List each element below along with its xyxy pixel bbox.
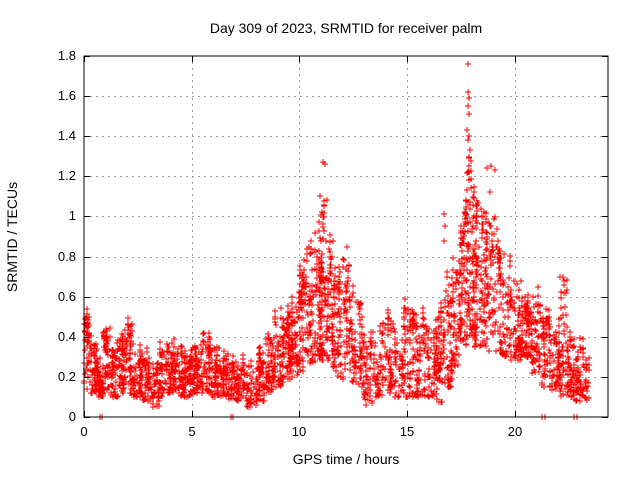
y-tick-label: 1.2: [58, 168, 76, 183]
y-tick-label: 1.6: [58, 88, 76, 103]
x-tick-label: 10: [292, 424, 306, 439]
x-tick-label: 0: [80, 424, 87, 439]
y-tick-label: 0.8: [58, 249, 76, 264]
y-tick-label: 0: [69, 409, 76, 424]
plot-border: [83, 55, 609, 418]
x-axis-label: GPS time / hours: [293, 451, 400, 467]
x-tick-label: 5: [188, 424, 195, 439]
y-tick-label: 1.4: [58, 128, 76, 143]
y-tick-label: 1.8: [58, 48, 76, 63]
x-tick-label: 15: [400, 424, 414, 439]
tick-labels: 0 5 10 15 20 0 0.2 0.4 0.6 0.8 1 1.2 1.4 1.6 1.8: [58, 48, 522, 439]
chart-title: Day 309 of 2023, SRMTID for receiver pal…: [210, 20, 482, 36]
x-tick-label: 20: [508, 424, 522, 439]
y-tick-label: 0.4: [58, 329, 76, 344]
y-tick-label: 0.2: [58, 369, 76, 384]
y-tick-label: 1: [69, 208, 76, 223]
y-axis-label: SRMTID / TECUs: [4, 182, 20, 292]
y-tick-label: 0.6: [58, 289, 76, 304]
